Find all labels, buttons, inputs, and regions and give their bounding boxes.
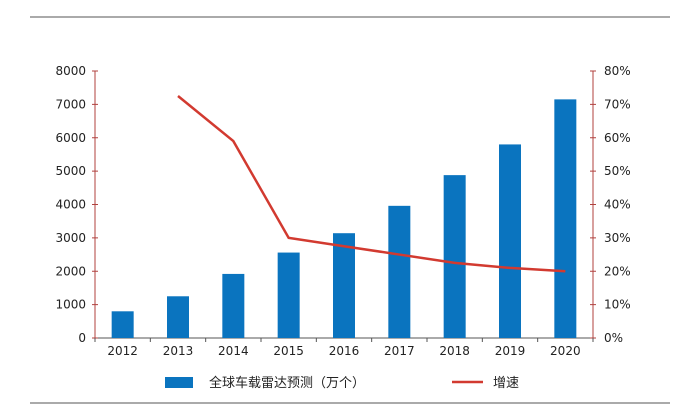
y-left-tick-label: 1000 bbox=[55, 298, 86, 312]
plot-area: 0 1000 2000 3000 4000 5000 6000 7000 8000 0% 10% 20… bbox=[55, 64, 630, 358]
bar bbox=[222, 273, 245, 338]
bar bbox=[443, 175, 466, 338]
legend-bar-swatch bbox=[165, 377, 193, 388]
x-tick-label: 2018 bbox=[439, 344, 470, 358]
bar bbox=[499, 144, 521, 338]
y-right-tick-label: 20% bbox=[604, 264, 631, 278]
legend-line-label: 增速 bbox=[493, 376, 519, 391]
x-tick-label: 2017 bbox=[384, 344, 415, 358]
bar bbox=[167, 296, 189, 338]
x-tick-label: 2015 bbox=[273, 344, 304, 358]
x-tick-label: 2013 bbox=[163, 344, 194, 358]
y-right-tick-label: 80% bbox=[604, 64, 631, 78]
legend: 全球车载雷达预测（万个） 增速 bbox=[165, 375, 519, 391]
growth-line bbox=[177, 95, 566, 273]
y-left-tick-label: 5000 bbox=[55, 164, 86, 178]
y-left-tick-label: 4000 bbox=[55, 198, 86, 212]
x-tick-label: 2020 bbox=[550, 344, 581, 358]
x-tick-label: 2014 bbox=[218, 344, 249, 358]
y-left-tick-label: 2000 bbox=[55, 264, 86, 278]
y-left-tick-label: 8000 bbox=[55, 64, 86, 78]
bar bbox=[388, 205, 411, 338]
y-left-tick-label: 0 bbox=[78, 331, 86, 345]
x-tick-label: 2012 bbox=[107, 344, 138, 358]
y-right-tick-label: 50% bbox=[604, 164, 631, 178]
y-right-tick-label: 30% bbox=[604, 231, 631, 245]
y-left-tick-label: 3000 bbox=[55, 231, 86, 245]
y-left-tick-label: 6000 bbox=[55, 131, 86, 145]
y-right-tick-label: 0% bbox=[604, 331, 623, 345]
y-right-tick-label: 40% bbox=[604, 198, 631, 212]
x-tick-label: 2019 bbox=[495, 344, 526, 358]
legend-bar-label: 全球车载雷达预测（万个） bbox=[209, 375, 365, 391]
x-tick-label: 2016 bbox=[329, 344, 360, 358]
bar bbox=[277, 252, 300, 338]
y-right-tick-label: 10% bbox=[604, 298, 631, 312]
y-left-tick-label: 7000 bbox=[55, 97, 86, 111]
bar bbox=[333, 233, 355, 338]
y-right-tick-label: 60% bbox=[604, 131, 631, 145]
y-right-tick-label: 70% bbox=[604, 97, 631, 111]
bar bbox=[111, 311, 134, 338]
bar bbox=[554, 99, 577, 339]
